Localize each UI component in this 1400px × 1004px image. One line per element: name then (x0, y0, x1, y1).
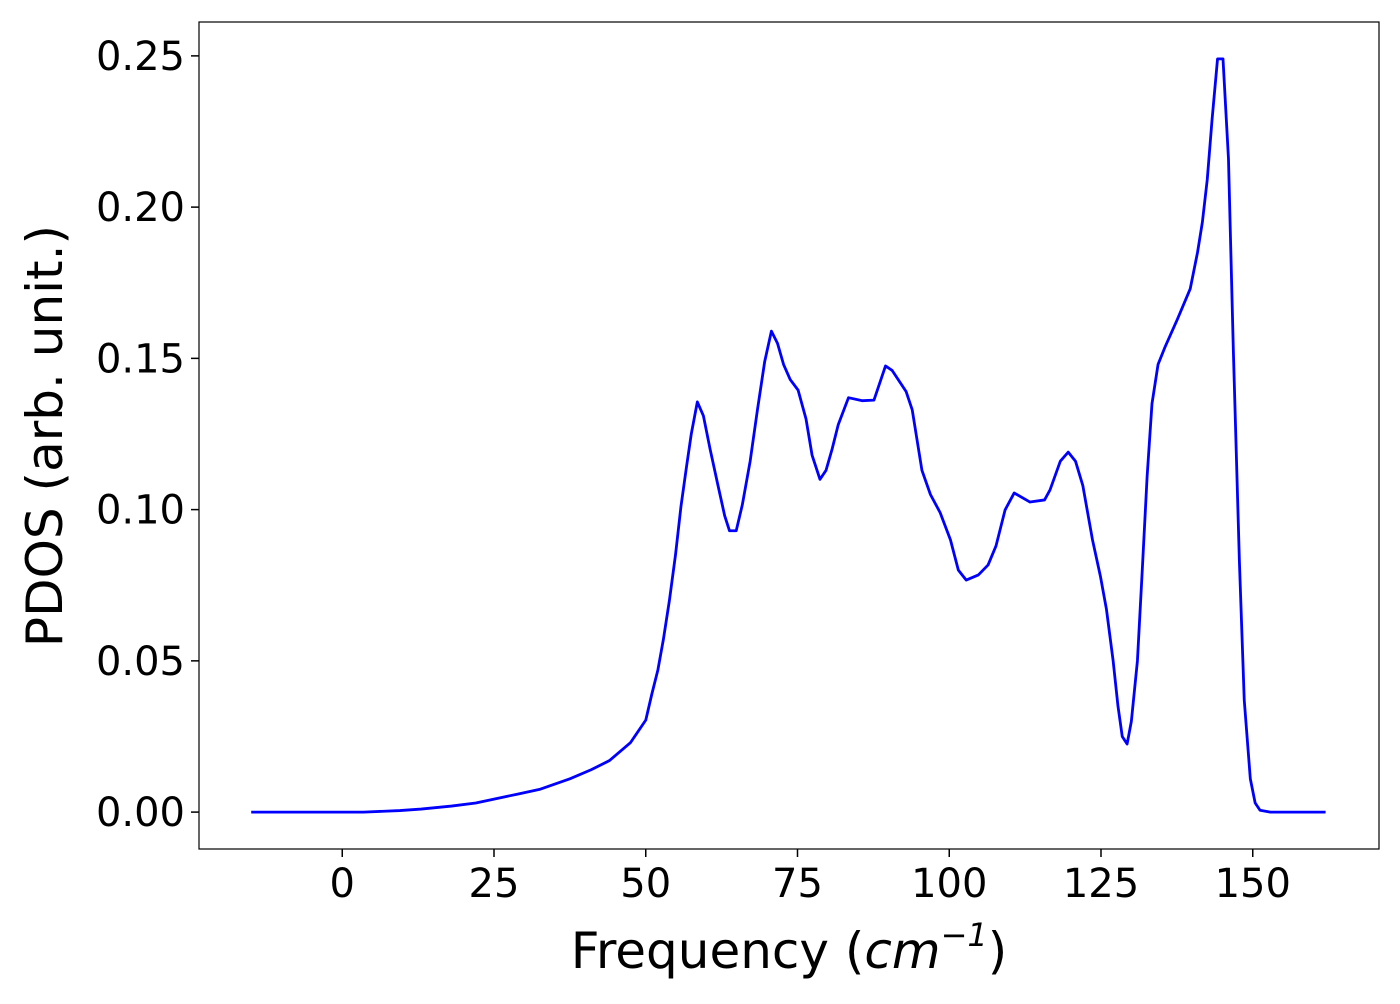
y-tick-label: 0.20 (96, 185, 185, 231)
x-axis-label: Frequency (cm−1) (571, 916, 1008, 980)
plot-frame (198, 21, 1380, 850)
x-label-unit: cm (864, 922, 940, 980)
x-tick-label: 25 (469, 861, 520, 907)
x-tick-label: 50 (620, 861, 671, 907)
y-tick-label: 0.15 (96, 336, 185, 382)
x-tick-label: 150 (1215, 861, 1291, 907)
y-tick-label: 0.25 (96, 34, 185, 80)
x-label-close: ) (988, 922, 1008, 980)
y-axis-label: PDOS (arb. unit.) (16, 225, 74, 647)
x-label-text: Frequency ( (571, 922, 865, 980)
x-tick-label: 0 (330, 861, 355, 907)
y-tick-label: 0.10 (96, 488, 185, 534)
y-tick-label: 0.05 (96, 639, 185, 685)
x-tick-label: 100 (911, 861, 987, 907)
x-label-exponent: −1 (941, 916, 988, 954)
x-tick-label: 125 (1063, 861, 1139, 907)
y-tick-label: 0.00 (96, 790, 185, 836)
x-tick-label: 75 (772, 861, 823, 907)
data-line (251, 57, 1326, 814)
